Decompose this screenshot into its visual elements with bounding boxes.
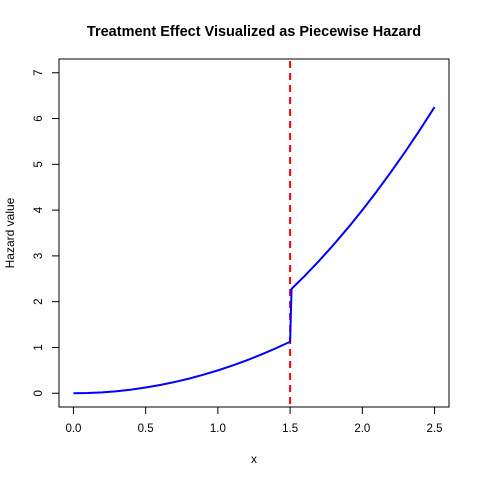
x-tick-label: 0.5	[138, 423, 154, 435]
x-tick-label: 2.0	[354, 423, 370, 435]
x-tick-label: 0.0	[65, 423, 81, 435]
y-tick-label: 1	[33, 344, 45, 350]
y-axis: 0 1 2 3 4 5 6 7	[33, 70, 60, 396]
y-tick-label: 0	[33, 390, 45, 396]
x-axis-label: x	[251, 452, 257, 466]
y-tick-label: 2	[33, 298, 45, 304]
chart-title: Treatment Effect Visualized as Piecewise…	[87, 24, 421, 40]
series-layer	[73, 106, 436, 395]
x-axis: 0.0 0.5 1.0 1.5 2.0 2.5	[65, 406, 443, 435]
y-axis-label: Hazard value	[3, 197, 17, 268]
x-tick-label: 1.5	[282, 423, 298, 435]
y-tick-label: 6	[33, 115, 45, 121]
x-tick-label: 1.0	[210, 423, 226, 435]
x-tick-label: 2.5	[427, 423, 443, 435]
y-tick-label: 4	[33, 206, 45, 213]
series-line	[73, 106, 436, 395]
y-tick-label: 5	[33, 161, 45, 167]
y-tick-label: 7	[33, 70, 45, 76]
plot-frame	[58, 58, 450, 408]
y-tick-label: 3	[33, 253, 45, 259]
